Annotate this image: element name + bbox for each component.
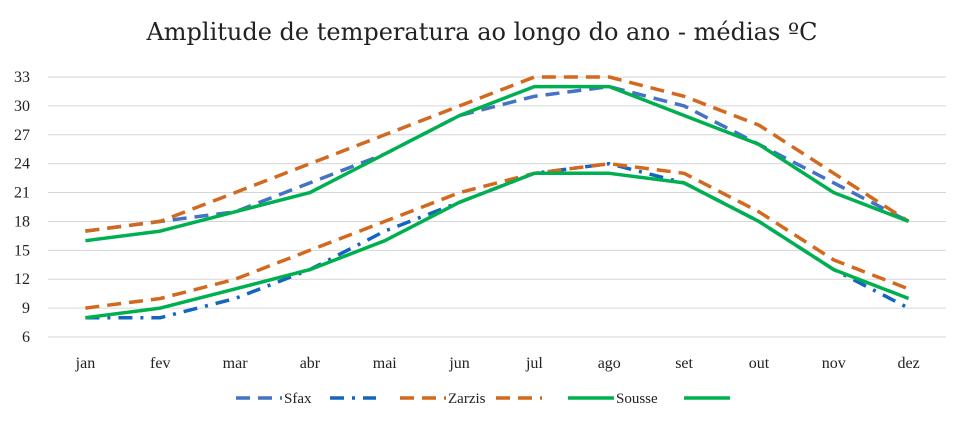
x-tick-label: nov <box>822 355 846 372</box>
chart-title: Amplitude de temperatura ao longo do ano… <box>145 18 817 46</box>
series-lines <box>85 75 910 320</box>
y-tick-label: 33 <box>14 69 30 86</box>
y-tick-label: 21 <box>14 185 30 202</box>
y-tick-label: 9 <box>22 300 30 317</box>
series-line-zarzis-3 <box>85 161 910 310</box>
legend-label: Sfax <box>284 391 312 407</box>
x-tick-label: fev <box>150 355 170 372</box>
y-tick-label: 12 <box>14 271 30 288</box>
legend-label: Zarzis <box>448 391 486 407</box>
grid <box>48 76 946 338</box>
y-tick-label: 6 <box>22 329 30 346</box>
series-line-sousse-4 <box>85 84 910 243</box>
x-tick-label: mar <box>223 355 249 372</box>
series-line-zarzis-2 <box>85 75 910 233</box>
y-tick-label: 15 <box>14 242 30 259</box>
x-tick-label: dez <box>897 355 919 372</box>
x-tick-label: ago <box>598 355 621 372</box>
x-tick-label: jan <box>75 355 96 372</box>
x-tick-label: jul <box>525 355 543 372</box>
x-tick-label: mai <box>373 355 398 372</box>
x-tick-label: abr <box>300 355 321 372</box>
legend: Sfax Zarzis Sousse <box>236 391 730 407</box>
y-tick-label: 24 <box>14 156 30 173</box>
y-axis-ticks: 6 9 12 15 18 21 24 27 30 33 <box>14 69 30 346</box>
x-tick-label: jun <box>448 355 469 372</box>
series-line-sousse-5 <box>85 171 910 320</box>
y-tick-label: 30 <box>14 98 30 115</box>
legend-label: Sousse <box>616 391 658 407</box>
y-tick-label: 18 <box>14 213 30 230</box>
x-tick-label: set <box>675 355 693 372</box>
series-line-sfax-0 <box>85 84 910 233</box>
y-tick-label: 27 <box>14 127 30 144</box>
x-axis-ticks: jan fev mar abr mai jun jul ago set out nov dez <box>75 355 920 372</box>
x-tick-label: out <box>749 355 770 372</box>
